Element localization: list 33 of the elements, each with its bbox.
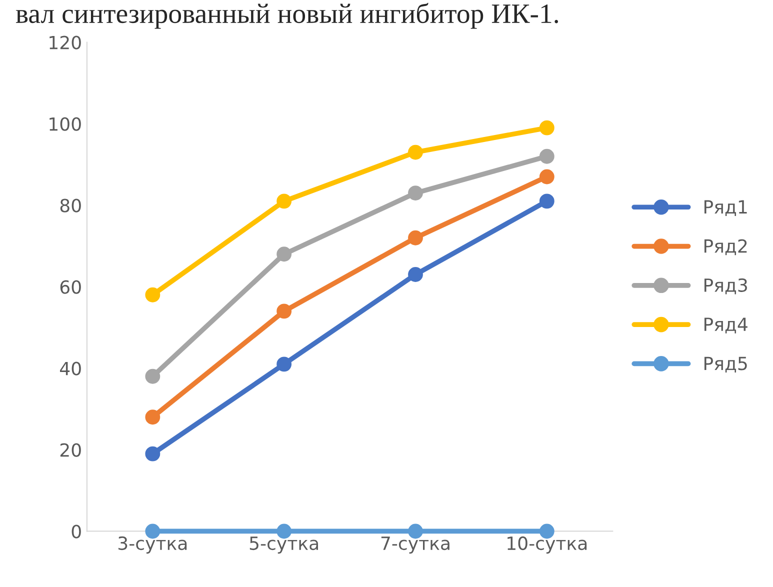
y-tick-label: 60 bbox=[60, 280, 81, 294]
y-tick-label: 20 bbox=[60, 443, 81, 457]
point bbox=[276, 246, 292, 262]
legend-label: Ряд5 bbox=[704, 356, 747, 373]
point bbox=[145, 287, 160, 302]
point bbox=[276, 304, 292, 319]
point bbox=[539, 148, 554, 164]
y-tick-label: 100 bbox=[50, 117, 81, 131]
point bbox=[276, 194, 292, 209]
y-tick-label: 120 bbox=[50, 36, 81, 50]
x-tick-label: 10-сутка bbox=[508, 536, 587, 554]
legend-label: Ряд2 bbox=[704, 239, 747, 256]
x-tick-label: 3-сутка bbox=[118, 536, 187, 554]
text: вал синтезированный новый ингибитор ИК-1. bbox=[16, 2, 558, 29]
legend-label: Ряд3 bbox=[704, 278, 747, 294]
y-tick-label: 0 bbox=[72, 524, 81, 538]
point bbox=[408, 230, 423, 246]
point bbox=[145, 410, 160, 425]
point bbox=[408, 186, 423, 200]
point bbox=[408, 267, 423, 282]
point bbox=[539, 169, 554, 184]
y-tick-label: 80 bbox=[60, 198, 81, 212]
point bbox=[408, 144, 423, 160]
legend-label: Ряд1 bbox=[704, 200, 747, 216]
x-tick-label: 5-сутка bbox=[250, 536, 318, 554]
legend-label: Ряд4 bbox=[704, 318, 748, 334]
x-tick-label: 7-сутка bbox=[381, 536, 450, 554]
point bbox=[145, 446, 160, 462]
point bbox=[539, 120, 554, 136]
point bbox=[276, 356, 292, 372]
point bbox=[145, 368, 160, 384]
point bbox=[539, 194, 554, 209]
y-tick-label: 40 bbox=[60, 362, 81, 376]
